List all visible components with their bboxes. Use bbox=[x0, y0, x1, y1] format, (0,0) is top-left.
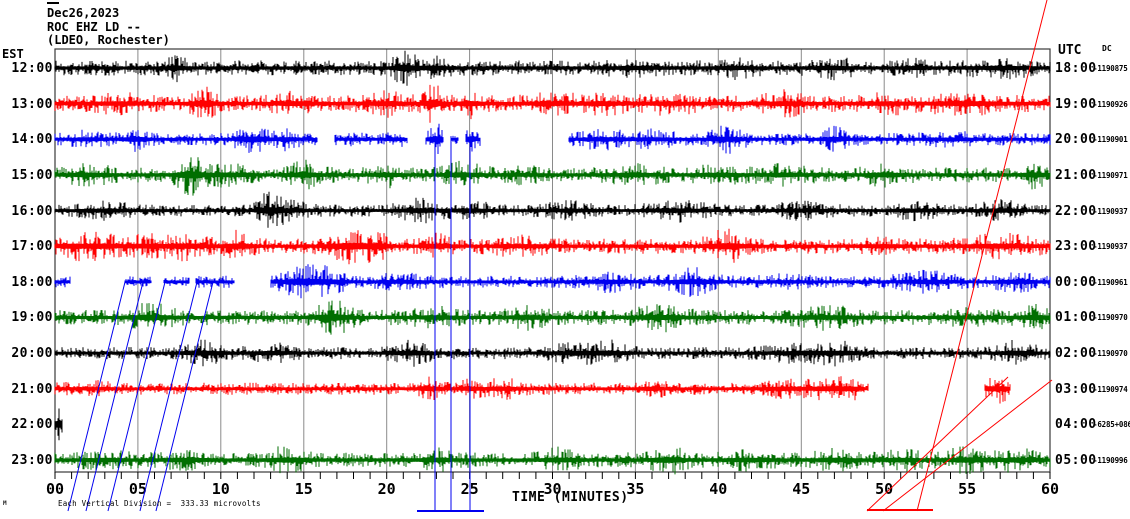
x-tick-label: 55 bbox=[958, 480, 976, 498]
est-time-label: 22:00 bbox=[11, 417, 53, 433]
x-tick-label: 35 bbox=[626, 480, 644, 498]
blue-ramp-4 bbox=[139, 281, 198, 512]
x-tick-label: 40 bbox=[709, 480, 727, 498]
dc-value: -1190974 bbox=[1093, 384, 1128, 394]
utc-time-label: 00:00 bbox=[1055, 274, 1097, 290]
seismogram-trace-1900 bbox=[54, 300, 1051, 335]
x-tick-label: 30 bbox=[543, 480, 561, 498]
red-ramp-right-edge bbox=[882, 379, 1053, 512]
red-long-ramp bbox=[916, 0, 1048, 512]
blue-ramp-5 bbox=[155, 281, 214, 512]
est-time-label: 23:00 bbox=[11, 453, 53, 469]
x-tick-label: 10 bbox=[212, 480, 230, 498]
seismogram-trace-2300 bbox=[54, 446, 1051, 475]
est-time-label: 12:00 bbox=[11, 61, 53, 76]
x-tick-label: 15 bbox=[295, 480, 313, 498]
utc-time-label: 20:00 bbox=[1055, 132, 1097, 148]
utc-time-label: 19:00 bbox=[1055, 96, 1097, 112]
est-time-label: 16:00 bbox=[11, 203, 53, 219]
est-time-label: 19:00 bbox=[11, 310, 53, 326]
blue-ramp-1 bbox=[67, 281, 126, 512]
dc-value: -1190937 bbox=[1093, 206, 1128, 216]
est-header: EST bbox=[2, 47, 24, 61]
dc-value: -1190996 bbox=[1093, 456, 1128, 466]
dc-value: -1190926 bbox=[1093, 99, 1128, 109]
dc-value: -1190901 bbox=[1093, 135, 1128, 145]
seismogram-trace-1600 bbox=[54, 191, 1051, 228]
x-tick-label: 20 bbox=[378, 480, 396, 498]
x-tick-label: 60 bbox=[1041, 480, 1059, 498]
dc-value: -1190937 bbox=[1093, 242, 1128, 252]
utc-time-label: 04:00 bbox=[1055, 417, 1097, 433]
est-time-label: 21:00 bbox=[11, 381, 53, 397]
dc-value: -1190875 bbox=[1093, 64, 1128, 73]
blue-ramp-3 bbox=[107, 281, 166, 512]
title-station: ROC EHZ LD -- bbox=[47, 20, 141, 34]
seismogram-trace-1400 bbox=[54, 123, 1051, 154]
est-time-label: 18:00 bbox=[11, 274, 53, 290]
x-tick-label: 50 bbox=[875, 480, 893, 498]
est-time-label: 14:00 bbox=[11, 132, 53, 148]
seismogram-trace-1700 bbox=[54, 228, 1051, 265]
dc-value: -1190970 bbox=[1093, 313, 1128, 323]
est-time-label: 13:00 bbox=[11, 96, 53, 112]
dc-value: -1190970 bbox=[1093, 349, 1128, 359]
dc-header: DC bbox=[1102, 44, 1112, 53]
dc-value: -6285+086 bbox=[1093, 420, 1130, 430]
watermark-mark: M bbox=[3, 500, 7, 507]
utc-time-label: 03:00 bbox=[1055, 381, 1097, 397]
est-time-label: 15:00 bbox=[11, 167, 53, 183]
utc-time-label: 05:00 bbox=[1055, 453, 1097, 469]
utc-time-label: 18:00 bbox=[1055, 61, 1097, 76]
seismogram-trace-2000 bbox=[54, 339, 1051, 367]
seismogram-trace-1200 bbox=[54, 50, 1051, 86]
seismogram-trace-2200 bbox=[54, 408, 63, 441]
seismogram-trace-2100 bbox=[54, 376, 1011, 404]
utc-time-label: 21:00 bbox=[1055, 167, 1097, 183]
utc-time-label: 22:00 bbox=[1055, 203, 1097, 219]
seismogram-trace-1300 bbox=[54, 84, 1051, 123]
x-tick-label: 00 bbox=[46, 480, 64, 498]
dc-value: -1190971 bbox=[1093, 170, 1128, 180]
utc-time-label: 01:00 bbox=[1055, 310, 1097, 326]
x-tick-label: 05 bbox=[129, 480, 147, 498]
red-ramp-to-burst bbox=[866, 376, 1009, 512]
blue-ramp-2 bbox=[85, 281, 144, 512]
dc-value: -1190961 bbox=[1093, 277, 1128, 287]
est-time-label: 20:00 bbox=[11, 346, 53, 362]
time-axis-title: TIME (MINUTES) bbox=[512, 490, 629, 505]
est-time-label: 17:00 bbox=[11, 239, 53, 255]
scale-note: Each Vertical Division = 333.33 microvol… bbox=[58, 499, 261, 508]
title-date: Dec26,2023 bbox=[47, 6, 120, 20]
utc-header: UTC bbox=[1058, 43, 1082, 58]
x-tick-label: 45 bbox=[792, 480, 810, 498]
utc-time-label: 23:00 bbox=[1055, 239, 1097, 255]
utc-time-label: 02:00 bbox=[1055, 346, 1097, 362]
title-network: (LDEO, Rochester) bbox=[47, 33, 170, 47]
seismogram-trace-1800 bbox=[54, 264, 1051, 299]
seismogram-trace-1500 bbox=[54, 157, 1051, 196]
